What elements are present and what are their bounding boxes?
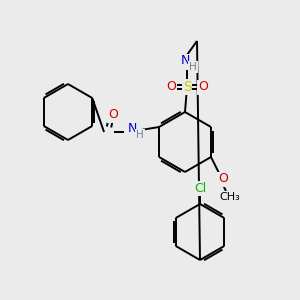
Text: CH₃: CH₃ xyxy=(220,192,240,202)
Text: H: H xyxy=(136,130,144,140)
Text: Cl: Cl xyxy=(194,182,206,194)
Text: N: N xyxy=(180,55,190,68)
Text: N: N xyxy=(127,122,137,134)
Text: H: H xyxy=(189,62,197,72)
Text: O: O xyxy=(218,172,228,185)
Text: O: O xyxy=(166,80,176,94)
Text: O: O xyxy=(108,109,118,122)
Text: O: O xyxy=(198,80,208,94)
Text: S: S xyxy=(183,80,191,94)
